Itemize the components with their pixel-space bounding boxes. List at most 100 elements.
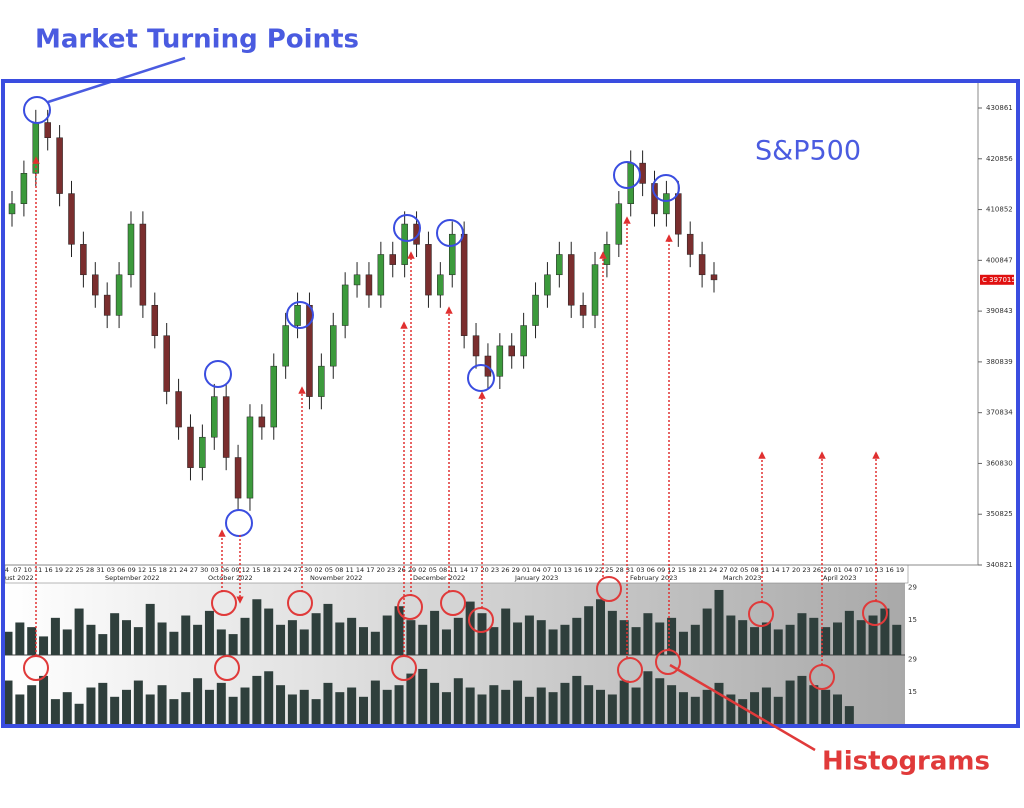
candle-body: [270, 365, 278, 428]
histogram-bar: [287, 694, 297, 727]
day-label: 04: [532, 566, 540, 574]
month-label: ust 2022: [5, 574, 34, 582]
candle-body: [353, 274, 361, 286]
histogram-bar: [39, 675, 49, 727]
day-label: 09: [657, 566, 665, 574]
candle-body: [556, 254, 563, 276]
candle-body: [698, 254, 706, 276]
candle-body: [591, 264, 599, 316]
day-label: 20: [377, 566, 385, 574]
day-label: 30: [304, 566, 312, 574]
histogram-bar: [631, 627, 641, 655]
histogram-bar: [145, 694, 155, 727]
day-label: 07: [13, 566, 21, 574]
day-label: 02: [418, 566, 426, 574]
histogram-bar: [465, 687, 475, 727]
day-label: 26: [501, 566, 509, 574]
day-label: 07: [543, 566, 551, 574]
histogram-bar: [619, 680, 629, 727]
histogram-bar: [548, 629, 558, 655]
candle-body: [68, 193, 75, 245]
day-label: 19: [896, 566, 904, 574]
histogram-bar: [856, 620, 866, 655]
histogram-circle: [862, 600, 888, 626]
candle-body: [472, 335, 480, 357]
day-label: 31: [96, 566, 104, 574]
chart-layer: 430861 420856 410852 400847 390843 380839 3708…: [3, 96, 1016, 727]
histogram-bar: [382, 615, 392, 655]
day-label: 08: [439, 566, 447, 574]
candle-body: [437, 274, 444, 296]
histogram-bar: [536, 687, 546, 727]
candle-body: [32, 122, 40, 174]
histogram-circle: [397, 594, 423, 620]
day-label: 28: [86, 566, 94, 574]
day-label: 15: [148, 566, 156, 574]
candle-body: [56, 137, 63, 194]
histogram-bar: [110, 613, 120, 655]
day-label: 29: [408, 566, 416, 574]
day-label: 02: [314, 566, 322, 574]
histogram-bar: [62, 692, 72, 727]
month-label: December 2022: [413, 574, 465, 582]
histogram-bar: [726, 694, 736, 727]
histogram-bar: [122, 689, 131, 727]
day-label: 16: [574, 566, 582, 574]
histogram-bar: [643, 613, 653, 655]
day-label: 18: [262, 566, 270, 574]
day-label: 27: [294, 566, 302, 574]
candle-body: [544, 274, 551, 296]
histogram-bar: [276, 685, 286, 727]
histogram-bar: [382, 689, 392, 727]
candle-body: [520, 325, 527, 357]
histogram-bar: [299, 689, 309, 727]
histogram-bar: [311, 613, 321, 655]
histogram-bar: [145, 603, 155, 655]
histogram-bar: [110, 696, 120, 727]
histogram-bar: [3, 680, 13, 727]
histogram-bar: [204, 689, 214, 727]
histogram-bar: [738, 699, 748, 727]
day-label: 07: [854, 566, 862, 574]
day-label: 10: [865, 566, 873, 574]
day-label: 23: [387, 566, 395, 574]
day-label: 22: [595, 566, 603, 574]
day-label: 22: [65, 566, 73, 574]
histogram-bar: [418, 624, 428, 655]
histogram-bar: [50, 699, 60, 727]
day-label: 26: [397, 566, 405, 574]
candle-body: [389, 254, 396, 265]
histogram-bar: [655, 622, 665, 655]
histogram-bar: [27, 627, 37, 655]
day-label: 20: [792, 566, 800, 574]
histogram-bar: [264, 608, 274, 655]
y-tick-label: 400847: [986, 256, 1013, 264]
histogram-bar: [311, 699, 321, 727]
frame: [1, 79, 1020, 728]
histogram-bar: [513, 680, 523, 727]
histogram-bar: [181, 615, 191, 655]
day-label: 05: [325, 566, 333, 574]
histogram-bar: [761, 622, 771, 655]
day-label: 21: [273, 566, 281, 574]
day-label: 13: [875, 566, 883, 574]
histogram-bar: [453, 617, 463, 655]
candle-body: [127, 223, 135, 276]
candle-body: [401, 223, 408, 265]
histogram-bar: [252, 675, 262, 727]
y-tick-label: 29: [908, 656, 917, 664]
turning-point-circle: [613, 161, 641, 189]
day-label: 14: [771, 566, 779, 574]
day-label: 14: [356, 566, 364, 574]
day-label: 15: [678, 566, 686, 574]
day-label: 11: [34, 566, 42, 574]
histogram-bar: [370, 680, 380, 727]
day-label: 01: [522, 566, 530, 574]
histogram-bar: [572, 675, 582, 727]
candle-body: [615, 203, 623, 245]
histogram-bar: [868, 615, 878, 655]
day-label: 12: [667, 566, 675, 574]
day-label: 28: [615, 566, 623, 574]
day-label: 13: [564, 566, 572, 574]
candle-body: [330, 325, 337, 367]
